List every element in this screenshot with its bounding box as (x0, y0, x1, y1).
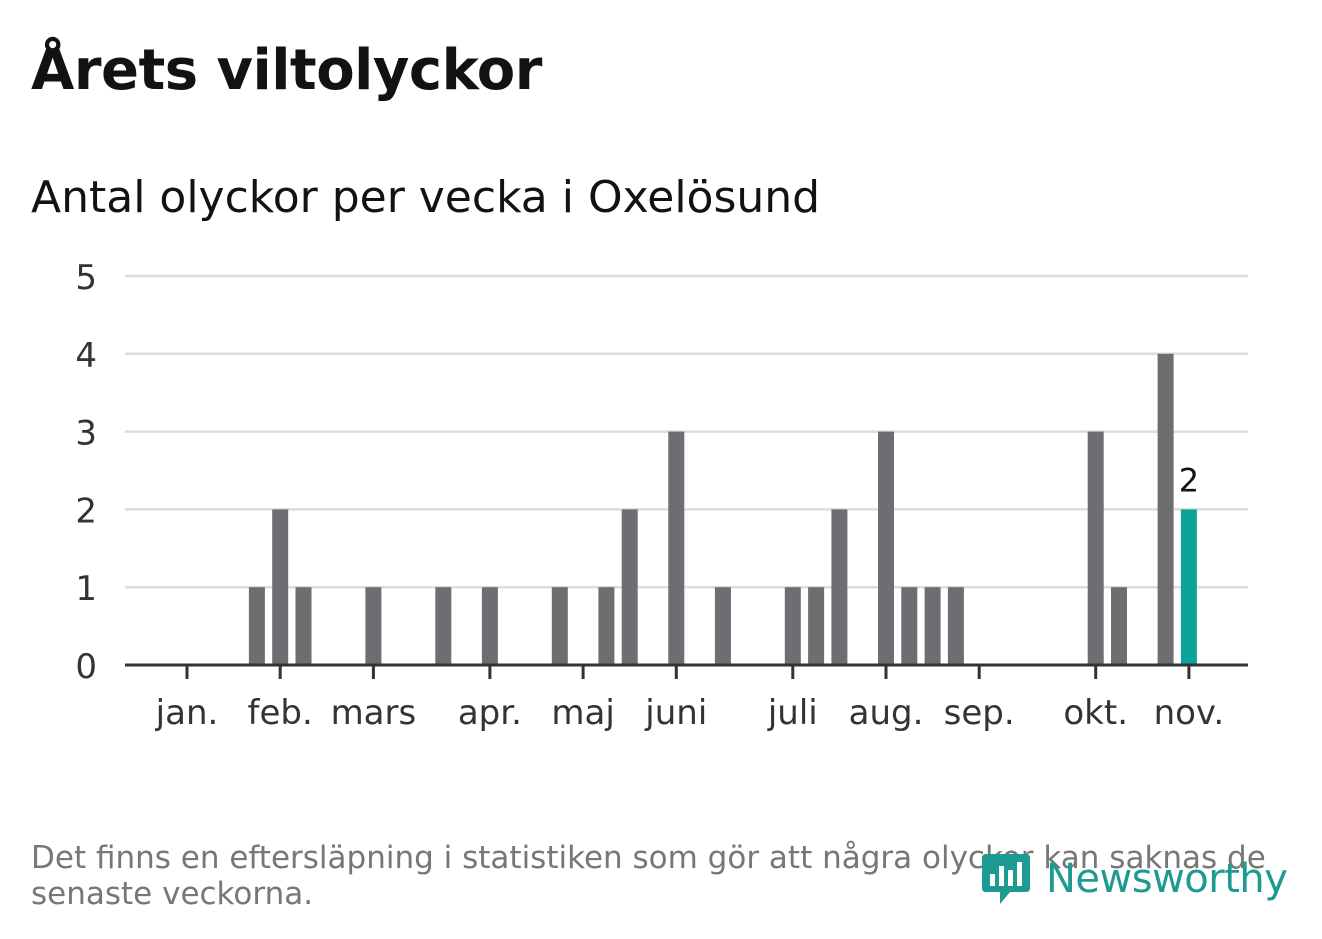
x-axis: jan. feb. mars apr. maj juni juli aug. sep. okt. n… (125, 663, 1248, 733)
value-labels: 2 (1179, 461, 1199, 499)
bar-week-34 (947, 587, 964, 665)
x-tick-label: sep. (944, 693, 1015, 733)
y-tick-label: 5 (75, 258, 97, 298)
y-tick-label: 4 (75, 336, 97, 376)
newsworthy-logo: Newsworthy (980, 848, 1288, 910)
bar-highlight-week-44 (1180, 509, 1197, 665)
bar-week-32 (901, 587, 918, 665)
x-tick-label: apr. (458, 693, 522, 733)
x-tick-label: nov. (1154, 693, 1225, 733)
bar-week-17 (551, 587, 568, 665)
chart-title: Årets viltolyckor (31, 38, 542, 103)
bar-week-9 (365, 587, 382, 665)
bar-week-14 (481, 587, 498, 665)
x-tick-label: mars (331, 693, 417, 733)
bar-week-40 (1087, 431, 1104, 665)
bar-chart: 0 1 2 3 4 5 jan. feb. mars apr. maj juni juli aug. se… (75, 258, 1248, 733)
chart-subtitle: Antal olyckor per vecka i Oxelösund (31, 172, 821, 223)
bar-week-27 (784, 587, 801, 665)
bar-week-28 (808, 587, 825, 665)
bar-week-41 (1111, 587, 1127, 665)
bar-week-24 (714, 587, 731, 665)
x-tick-label: maj (551, 693, 614, 733)
bar-week-5 (272, 509, 289, 665)
bar-week-22 (668, 431, 685, 665)
highlight-value-label: 2 (1179, 461, 1199, 499)
footnote: Det finns en eftersläpning i statistiken… (31, 840, 1266, 912)
bar-week-31 (878, 431, 894, 665)
y-tick-label: 0 (75, 647, 97, 687)
x-tick-label: juli (767, 693, 818, 733)
newsworthy-logo-icon (982, 854, 1030, 904)
y-tick-label: 3 (75, 414, 97, 454)
bar-week-19 (598, 587, 615, 665)
bar-week-12 (435, 587, 452, 665)
x-tick-label: aug. (849, 693, 924, 733)
bar-week-43 (1157, 353, 1174, 665)
y-axis-labels: 0 1 2 3 4 5 (75, 258, 97, 687)
bar-week-20 (621, 509, 638, 665)
x-tick-label: okt. (1063, 693, 1128, 733)
x-tick-label: jan. (155, 693, 219, 733)
bar-week-4 (248, 587, 265, 665)
bar-week-6 (295, 587, 312, 665)
newsworthy-logo-text: Newsworthy (1046, 856, 1288, 902)
grid-lines (125, 274, 1248, 589)
y-tick-label: 2 (75, 491, 97, 531)
y-tick-label: 1 (75, 569, 97, 609)
x-tick-label: juni (644, 693, 707, 733)
x-tick-label: feb. (248, 693, 313, 733)
bars (248, 353, 1197, 665)
bar-week-29 (831, 509, 848, 665)
bar-week-33 (924, 587, 941, 665)
